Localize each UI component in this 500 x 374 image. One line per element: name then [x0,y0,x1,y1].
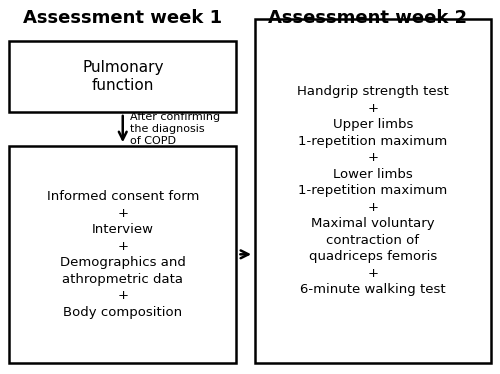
FancyBboxPatch shape [9,41,236,112]
Text: Assessment week 2: Assessment week 2 [268,9,467,27]
Text: Handgrip strength test
+
Upper limbs
1-repetition maximum
+
Lower limbs
1-repeti: Handgrip strength test + Upper limbs 1-r… [297,85,449,296]
Text: Informed consent form
+
Interview
+
Demographics and
athropmetric data
+
Body co: Informed consent form + Interview + Demo… [46,190,199,319]
Text: Assessment week 1: Assessment week 1 [23,9,222,27]
FancyBboxPatch shape [255,19,491,363]
Text: After confirming
the diagnosis
of COPD: After confirming the diagnosis of COPD [130,113,220,145]
Text: Pulmonary
function: Pulmonary function [82,61,164,93]
FancyBboxPatch shape [9,146,236,363]
